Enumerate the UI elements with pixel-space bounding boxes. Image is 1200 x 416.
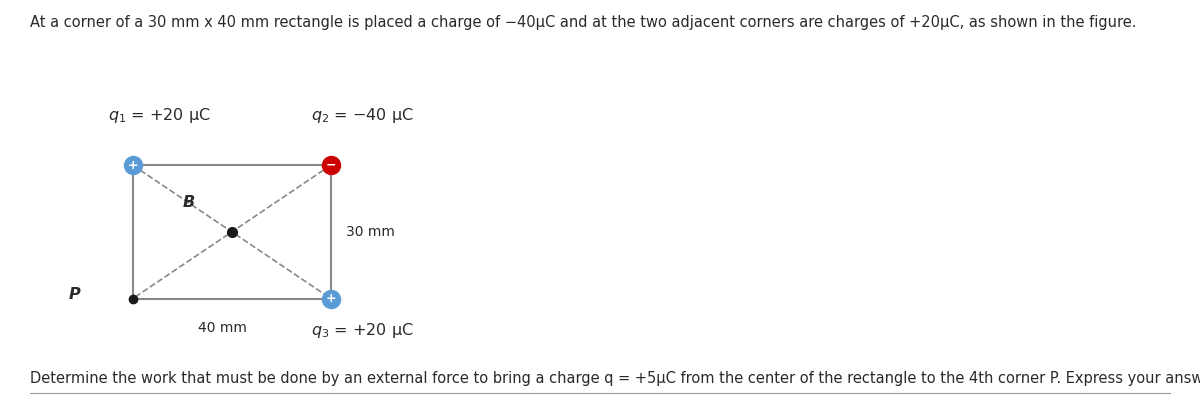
Text: $q_3$ = +20 μC: $q_3$ = +20 μC xyxy=(311,321,414,340)
Text: 30 mm: 30 mm xyxy=(346,225,395,239)
Text: +: + xyxy=(325,292,336,305)
Text: 40 mm: 40 mm xyxy=(198,321,246,335)
Text: +: + xyxy=(127,158,138,172)
Text: −: − xyxy=(325,158,336,172)
Text: Determine the work that must be done by an external force to bring a charge q = : Determine the work that must be done by … xyxy=(30,371,1200,386)
Text: $q_1$ = +20 μC: $q_1$ = +20 μC xyxy=(108,106,211,125)
Text: At a corner of a 30 mm x 40 mm rectangle is placed a charge of −40μC and at the : At a corner of a 30 mm x 40 mm rectangle… xyxy=(30,15,1136,30)
Text: P: P xyxy=(68,287,80,302)
Text: $q_2$ = −40 μC: $q_2$ = −40 μC xyxy=(311,106,414,125)
Text: B: B xyxy=(182,195,194,210)
